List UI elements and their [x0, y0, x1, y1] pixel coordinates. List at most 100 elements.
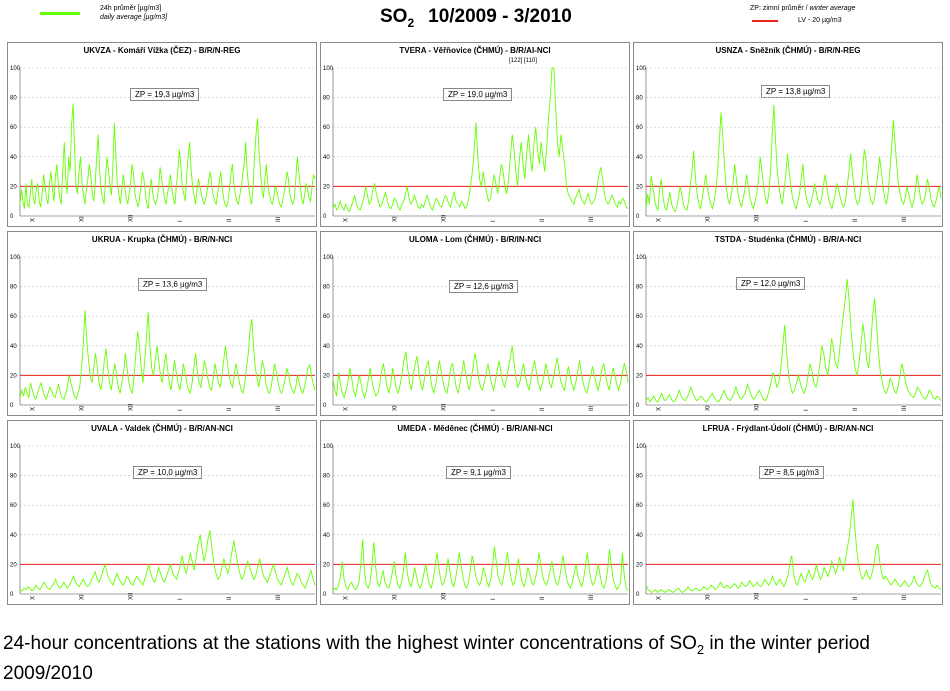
y-tick-label: 40 [323, 155, 330, 161]
y-tick-label: 60 [10, 314, 17, 320]
x-tick-label: XI [79, 405, 85, 411]
chart-panel-tstda: TSTDA - Studénka (ČHMÚ) - B/R/A-NCI ZP =… [633, 231, 943, 416]
figure-caption: 24-hour concentrations at the stations w… [3, 632, 948, 686]
y-tick-label: 60 [323, 503, 330, 509]
x-tick-label: II [540, 218, 546, 222]
chart-panel-umeda: UMEDA - Měděnec (ČHMÚ) - B/R/ANI-NCI ZP … [320, 420, 630, 605]
x-tick-label: X [30, 407, 36, 411]
panel-title: TVERA - Věřňovice (ČHMÚ) - B/R/AI-NCI [399, 46, 551, 55]
y-tick-label: 60 [10, 125, 17, 131]
x-tick-label: II [853, 218, 859, 222]
title-pollutant: SO [380, 6, 408, 27]
y-tick-label: 0 [636, 403, 640, 409]
y-tick-label: 100 [10, 255, 21, 261]
y-tick-label: 40 [10, 155, 17, 161]
x-tick-label: XI [392, 594, 398, 600]
y-tick-label: 20 [636, 373, 643, 379]
series-line [645, 104, 942, 213]
x-tick-label: X [656, 596, 662, 600]
y-tick-label: 20 [636, 184, 643, 190]
y-tick-label: 60 [10, 503, 17, 509]
legend-winter: ZP: zimní průměr / winter average LV - 2… [750, 4, 940, 24]
chart-panel-usnza: USNZA - Sněžník (ČHMÚ) - B/R/N-REG ZP = … [633, 42, 943, 227]
y-tick-label: 80 [10, 474, 17, 480]
y-tick-label: 0 [10, 592, 14, 598]
x-tick-label: III [276, 406, 282, 411]
x-tick-label: I [491, 409, 497, 411]
y-tick-label: 100 [323, 444, 334, 450]
x-tick-label: XII [755, 592, 761, 600]
x-tick-label: II [227, 407, 233, 411]
y-tick-label: 40 [636, 155, 643, 161]
x-tick-label: XI [705, 405, 711, 411]
series-line [332, 67, 629, 213]
y-tick-label: 100 [323, 255, 334, 261]
panel-title: USNZA - Sněžník (ČHMÚ) - B/R/N-REG [715, 46, 861, 55]
x-tick-label: II [540, 407, 546, 411]
x-tick-label: III [902, 217, 908, 222]
legend-daily-en: daily average [µg/m3] [100, 14, 168, 21]
legend-daily-cz: 24h průměr [µg/m3] [100, 5, 162, 12]
y-tick-label: 20 [10, 373, 17, 379]
y-tick-label: 40 [323, 533, 330, 539]
y-tick-label: 60 [636, 125, 643, 131]
y-tick-label: 0 [323, 214, 327, 220]
x-tick-label: XI [392, 216, 398, 222]
x-tick-label: XI [705, 216, 711, 222]
main-title: SO2 10/2009 - 3/2010 [380, 6, 572, 30]
x-tick-label: III [902, 595, 908, 600]
y-tick-label: 60 [323, 314, 330, 320]
zp-label: ZP = 19,0 µg/m3 [443, 88, 513, 101]
x-tick-label: XII [755, 403, 761, 411]
zp-label: ZP = 12,0 µg/m3 [736, 277, 806, 290]
x-tick-label: III [589, 217, 595, 222]
panel-title: UVALA - Valdek (ČHMÚ) - B/R/AN-NCI [91, 424, 233, 433]
panel-title: ULOMA - Lom (ČHMÚ) - B/R/IN-NCI [408, 235, 542, 244]
series-line [645, 279, 942, 403]
x-tick-label: XI [79, 594, 85, 600]
chart-panel-lfrua: LFRUA - Frýdlant-Údolí (ČHMÚ) - B/R/AN-N… [633, 420, 943, 605]
y-tick-label: 20 [636, 562, 643, 568]
x-tick-label: XII [129, 592, 135, 600]
y-tick-label: 80 [323, 474, 330, 480]
y-tick-label: 100 [636, 66, 647, 72]
y-tick-label: 60 [323, 125, 330, 131]
zp-label: ZP = 13,6 µg/m3 [138, 278, 208, 291]
panel-title: TSTDA - Studénka (ČHMÚ) - B/R/A-NCI [714, 235, 862, 244]
x-tick-label: I [178, 598, 184, 600]
panel-title: LFRUA - Frýdlant-Údolí (ČHMÚ) - B/R/AN-N… [702, 424, 874, 433]
y-tick-label: 80 [323, 96, 330, 102]
x-tick-label: III [276, 595, 282, 600]
y-tick-label: 0 [636, 214, 640, 220]
y-tick-label: 60 [636, 503, 643, 509]
y-tick-label: 0 [323, 592, 327, 598]
x-tick-label: X [343, 407, 349, 411]
y-tick-label: 40 [323, 344, 330, 350]
x-tick-label: II [540, 596, 546, 600]
series-line [19, 103, 316, 209]
x-tick-label: XII [442, 214, 448, 222]
x-tick-label: III [276, 217, 282, 222]
panel-title: UMEDA - Měděnec (ČHMÚ) - B/R/ANI-NCI [397, 424, 553, 433]
y-tick-label: 80 [636, 96, 643, 102]
x-tick-label: III [589, 595, 595, 600]
y-tick-label: 100 [10, 66, 21, 72]
caption-subscript: 2 [696, 641, 705, 657]
x-tick-label: I [491, 598, 497, 600]
y-tick-label: 0 [323, 403, 327, 409]
series-line [332, 345, 629, 400]
x-tick-label: X [30, 218, 36, 222]
chart-panel-ukvza: UKVZA - Komáří Vížka (ČEZ) - B/R/N-REG Z… [7, 42, 317, 227]
title-period: 10/2009 - 3/2010 [428, 6, 572, 27]
x-tick-label: XI [392, 405, 398, 411]
x-tick-label: XII [442, 403, 448, 411]
series-line [19, 310, 316, 401]
x-tick-label: III [902, 406, 908, 411]
x-tick-label: II [227, 596, 233, 600]
zp-label: ZP = 19,3 µg/m3 [130, 88, 200, 101]
y-tick-label: 20 [10, 562, 17, 568]
y-tick-label: 80 [636, 285, 643, 291]
chart-panel-uloma: ULOMA - Lom (ČHMÚ) - B/R/IN-NCI ZP = 12,… [320, 231, 630, 416]
